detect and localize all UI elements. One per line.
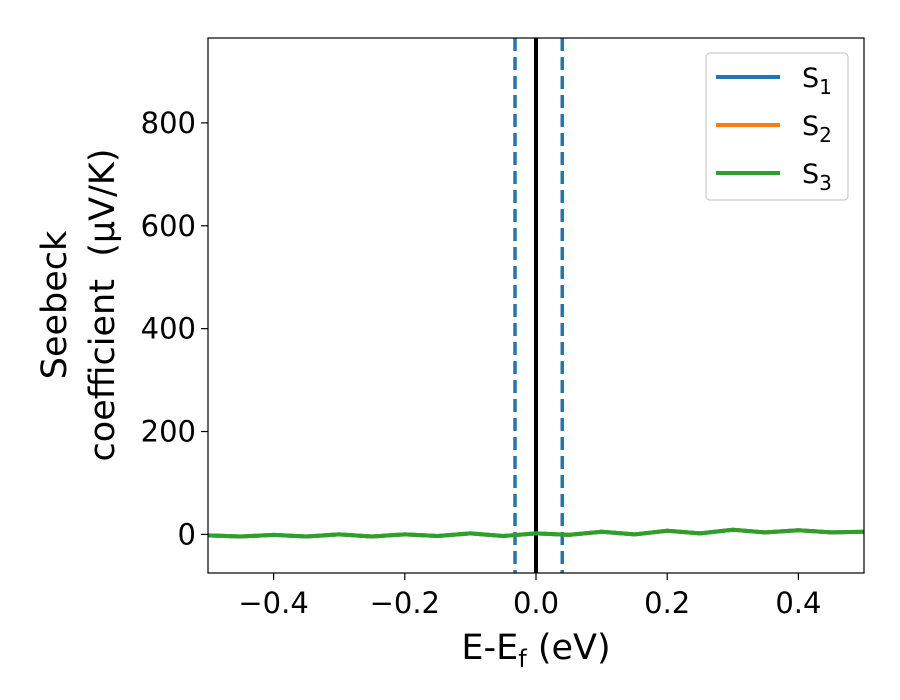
y-axis-ticks: 0 200 400 600 800 [141, 106, 208, 551]
legend-label-2: S2 [802, 111, 832, 147]
vertical-marker-lines [513, 38, 564, 573]
legend-label-3: S3 [802, 159, 832, 195]
x-axis-ticks: −0.4 −0.2 0.0 0.2 0.4 [238, 573, 821, 620]
svg-text:Seebeck: Seebeck [35, 230, 75, 379]
legend: S1 S2 S3 [705, 52, 849, 201]
svg-text:coefficient (μV/K): coefficient (μV/K) [83, 149, 123, 462]
x-tick-label: 0.0 [513, 586, 559, 620]
x-tick-label: −0.2 [370, 586, 440, 620]
x-axis-label: E-Ef (eV) [461, 628, 610, 673]
y-axis-label: Seebeck coefficient (μV/K) [35, 149, 123, 462]
series-line-3 [208, 527, 864, 539]
legend-label-1: S1 [802, 63, 832, 99]
x-tick-label: −0.4 [238, 586, 308, 620]
y-tick-label: 600 [141, 209, 196, 243]
x-tick-label: 0.4 [775, 586, 821, 620]
y-tick-label: 200 [141, 415, 196, 449]
series-lines [208, 527, 864, 539]
y-tick-label: 0 [178, 517, 196, 551]
y-tick-label: 400 [141, 312, 196, 346]
y-tick-label: 800 [141, 106, 196, 140]
x-tick-label: 0.2 [644, 586, 690, 620]
